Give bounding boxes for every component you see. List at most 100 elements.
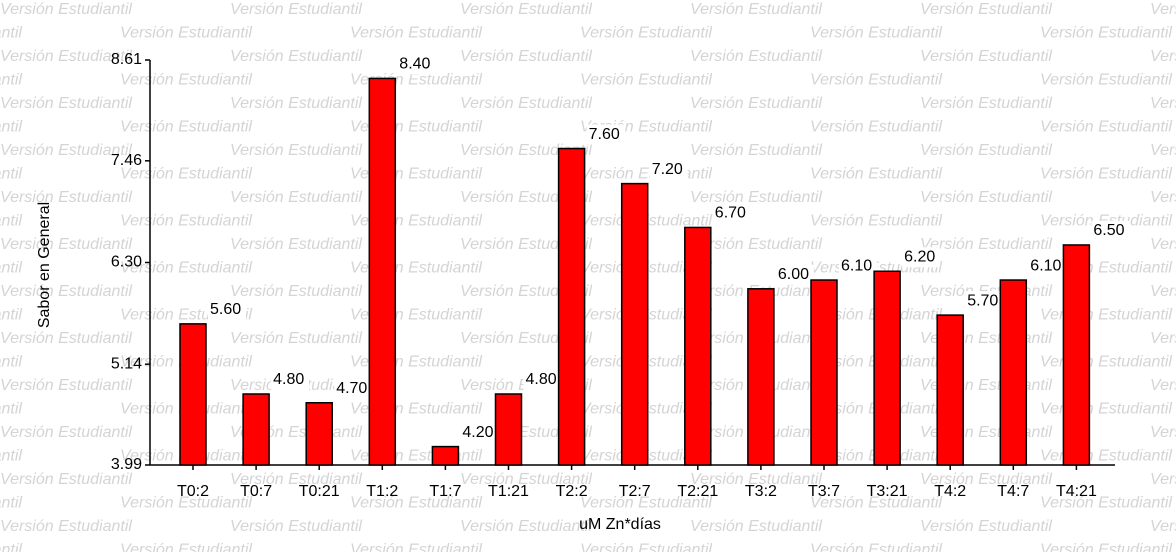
- value-label: 8.40: [399, 56, 430, 73]
- watermark-text: Versión Estudiantil: [0, 95, 132, 112]
- watermark-text: Versión Estudiantil: [0, 119, 22, 136]
- y-tick-label: 8.61: [111, 51, 142, 68]
- watermark-text: Versión Estudiantil: [920, 142, 1052, 159]
- value-label: 6.70: [715, 205, 746, 222]
- x-tick-label: T4:2: [934, 483, 966, 500]
- watermark-text: Versión Estudiantil: [230, 236, 362, 253]
- watermark-text: Versión Estudiantil: [120, 260, 252, 277]
- watermark-text: Versión Estudiantil: [690, 48, 822, 65]
- value-label-bg: [460, 422, 499, 443]
- value-label-bg: [397, 54, 436, 75]
- watermark-text: Versión Estudiantil: [0, 471, 132, 488]
- value-label-bg: [271, 369, 310, 390]
- watermark-text: Versión Estudiantil: [810, 166, 942, 183]
- watermark-text: Versión Estudiantil: [1040, 72, 1172, 89]
- watermark-text: Versión Estudiantil: [1150, 95, 1176, 112]
- x-tick-label: T1:2: [366, 483, 398, 500]
- watermark-text: Versión Estudiantil: [0, 166, 22, 183]
- watermark-text: Versión Estudiantil: [580, 495, 712, 512]
- watermark-text: Versión Estudiantil: [230, 518, 362, 535]
- bar: [431, 445, 460, 466]
- watermark-text: Versión Estudiantil: [0, 260, 22, 277]
- x-tick-label: T1:7: [429, 483, 461, 500]
- watermark-text: Versión Estudiantil: [1040, 166, 1172, 183]
- value-label-bg: [1028, 256, 1067, 277]
- bar: [999, 279, 1028, 466]
- watermark-text: Versión Estudiantil: [0, 307, 22, 324]
- value-label-bg: [839, 256, 877, 277]
- watermark-text: Versión Estudiantil: [920, 518, 1052, 535]
- watermark-text: Versión Estudiantil: [230, 95, 362, 112]
- watermark-text: Versión Estudiantil: [810, 72, 942, 89]
- bar: [1062, 244, 1091, 466]
- watermark-text: Versión Estudiantil: [350, 25, 482, 42]
- watermark-text: Versión Estudiantil: [0, 377, 132, 394]
- bar: [747, 288, 775, 466]
- watermark-text: Versión Estudiantil: [1040, 354, 1172, 371]
- watermark-text: Versión Estudiantil: [0, 518, 132, 535]
- watermark-text: Versión Estudiantil: [120, 166, 252, 183]
- watermark-text: Versión Estudiantil: [230, 1, 362, 18]
- watermark-text: Versión Estudiantil: [690, 1, 822, 18]
- x-tick-label: T2:7: [619, 483, 651, 500]
- watermark-text: Versión Estudiantil: [0, 354, 22, 371]
- watermark-text: Versión Estudiantil: [690, 236, 822, 253]
- y-tick-label: 7.46: [111, 152, 142, 169]
- watermark-text: Versión Estudiantil: [0, 495, 22, 512]
- watermark-text: Versión Estudiantil: [120, 25, 252, 42]
- bar: [494, 393, 523, 466]
- watermark-text: Versión Estudiantil: [580, 25, 712, 42]
- watermark-text: Versión Estudiantil: [580, 166, 712, 183]
- value-label: 5.70: [967, 292, 998, 309]
- watermark-text: Versión Estudiantil: [0, 48, 132, 65]
- watermark-text: Versión Estudiantil: [0, 330, 132, 347]
- x-tick-label: T0:2: [177, 483, 209, 500]
- bar: [557, 147, 586, 466]
- watermark-text: Versión Estudiantil: [580, 72, 712, 89]
- watermark-text: Versión Estudiantil: [350, 495, 482, 512]
- value-label-bg: [586, 124, 625, 145]
- watermark-text: Versión Estudiantil: [0, 283, 132, 300]
- watermark-text: Versión Estudiantil: [0, 213, 22, 230]
- watermark-text: Versión Estudiantil: [0, 401, 22, 418]
- watermark-text: Versión Estudiantil: [230, 142, 362, 159]
- watermark-text: Versión Estudiantil: [0, 236, 132, 253]
- watermark-text: Versión Estudiantil: [1150, 283, 1176, 300]
- bar: [936, 314, 964, 466]
- watermark-text: Versión Estudiantil: [1150, 377, 1176, 394]
- watermark-text: Versión Estudiantil: [920, 1, 1052, 18]
- watermark-text: Versión Estudiantil: [580, 542, 712, 552]
- watermark-text: Versión Estudiantil: [1150, 236, 1176, 253]
- watermark-text: Versión Estudiantil: [690, 189, 822, 206]
- watermark-text: Versión Estudiantil: [920, 95, 1052, 112]
- bar: [620, 182, 649, 466]
- value-label: 7.20: [652, 161, 683, 178]
- value-label: 6.10: [1030, 257, 1061, 274]
- value-label-bg: [775, 264, 814, 285]
- y-tick-label: 6.30: [111, 254, 142, 271]
- x-tick-label: T2:2: [556, 483, 588, 500]
- watermark-text: Versión Estudiantil: [690, 471, 822, 488]
- x-tick-label: T3:7: [808, 483, 840, 500]
- watermark-text: Versión Estudiantil: [460, 48, 592, 65]
- bar: [684, 226, 712, 466]
- value-label-bg: [965, 291, 1004, 312]
- watermark-text: Versión Estudiantil: [1150, 1, 1176, 18]
- value-label-bg: [208, 299, 246, 320]
- watermark-text: Versión Estudiantil: [920, 236, 1052, 253]
- value-label: 5.60: [210, 301, 241, 318]
- watermark-text: Versión Estudiantil: [810, 25, 942, 42]
- y-tick-label: 5.14: [111, 355, 142, 372]
- watermark-text: Versión Estudiantil: [1040, 401, 1172, 418]
- watermark-text: Versión Estudiantil: [460, 518, 592, 535]
- watermark-text: Versión Estudiantil: [1040, 495, 1172, 512]
- watermark-text: Versión Estudiantil: [690, 518, 822, 535]
- watermark-text: Versión Estudiantil: [120, 542, 252, 552]
- x-tick-label: T0:7: [240, 483, 272, 500]
- value-label: 4.70: [336, 380, 367, 397]
- value-label-bg: [712, 203, 751, 224]
- value-label: 7.60: [589, 126, 620, 143]
- watermark-text: Versión Estudiantil: [1150, 471, 1176, 488]
- watermark-text: Versión Estudiantil: [230, 283, 362, 300]
